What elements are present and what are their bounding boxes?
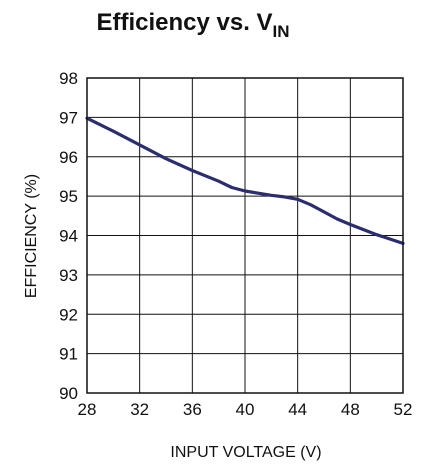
y-tick-label: 96 <box>59 148 78 167</box>
y-tick-label: 91 <box>59 345 78 364</box>
chart-title-text: Efficiency vs. V <box>96 9 272 36</box>
y-tick-label: 95 <box>59 187 78 206</box>
y-tick-label: 97 <box>59 108 78 127</box>
x-tick-label: 32 <box>130 400 149 419</box>
x-tick-label: 48 <box>341 400 360 419</box>
x-tick-label: 40 <box>236 400 255 419</box>
chart-title: Efficiency vs. VIN <box>96 9 289 41</box>
x-tick-label: 36 <box>183 400 202 419</box>
series-layer <box>85 116 405 245</box>
y-tick-label: 94 <box>59 227 78 246</box>
x-tick-label: 28 <box>78 400 97 419</box>
efficiency-series-line <box>85 116 405 245</box>
x-tick-label: 44 <box>288 400 307 419</box>
x-tick-label: 52 <box>394 400 413 419</box>
x-axis-ticks: 28 32 36 40 44 48 52 <box>78 400 413 419</box>
y-tick-label: 93 <box>59 266 78 285</box>
y-tick-label: 90 <box>59 384 78 403</box>
y-axis-ticks: 90 91 92 93 94 95 96 97 98 <box>59 69 78 403</box>
y-axis-label: EFFICIENCY (%) <box>23 174 40 298</box>
y-tick-label: 92 <box>59 305 78 324</box>
y-tick-label: 98 <box>59 69 78 88</box>
chart-title-subscript: IN <box>273 22 290 41</box>
plot-frame <box>86 77 404 394</box>
grid <box>86 77 404 394</box>
x-axis-label: INPUT VOLTAGE (V) <box>170 444 321 461</box>
